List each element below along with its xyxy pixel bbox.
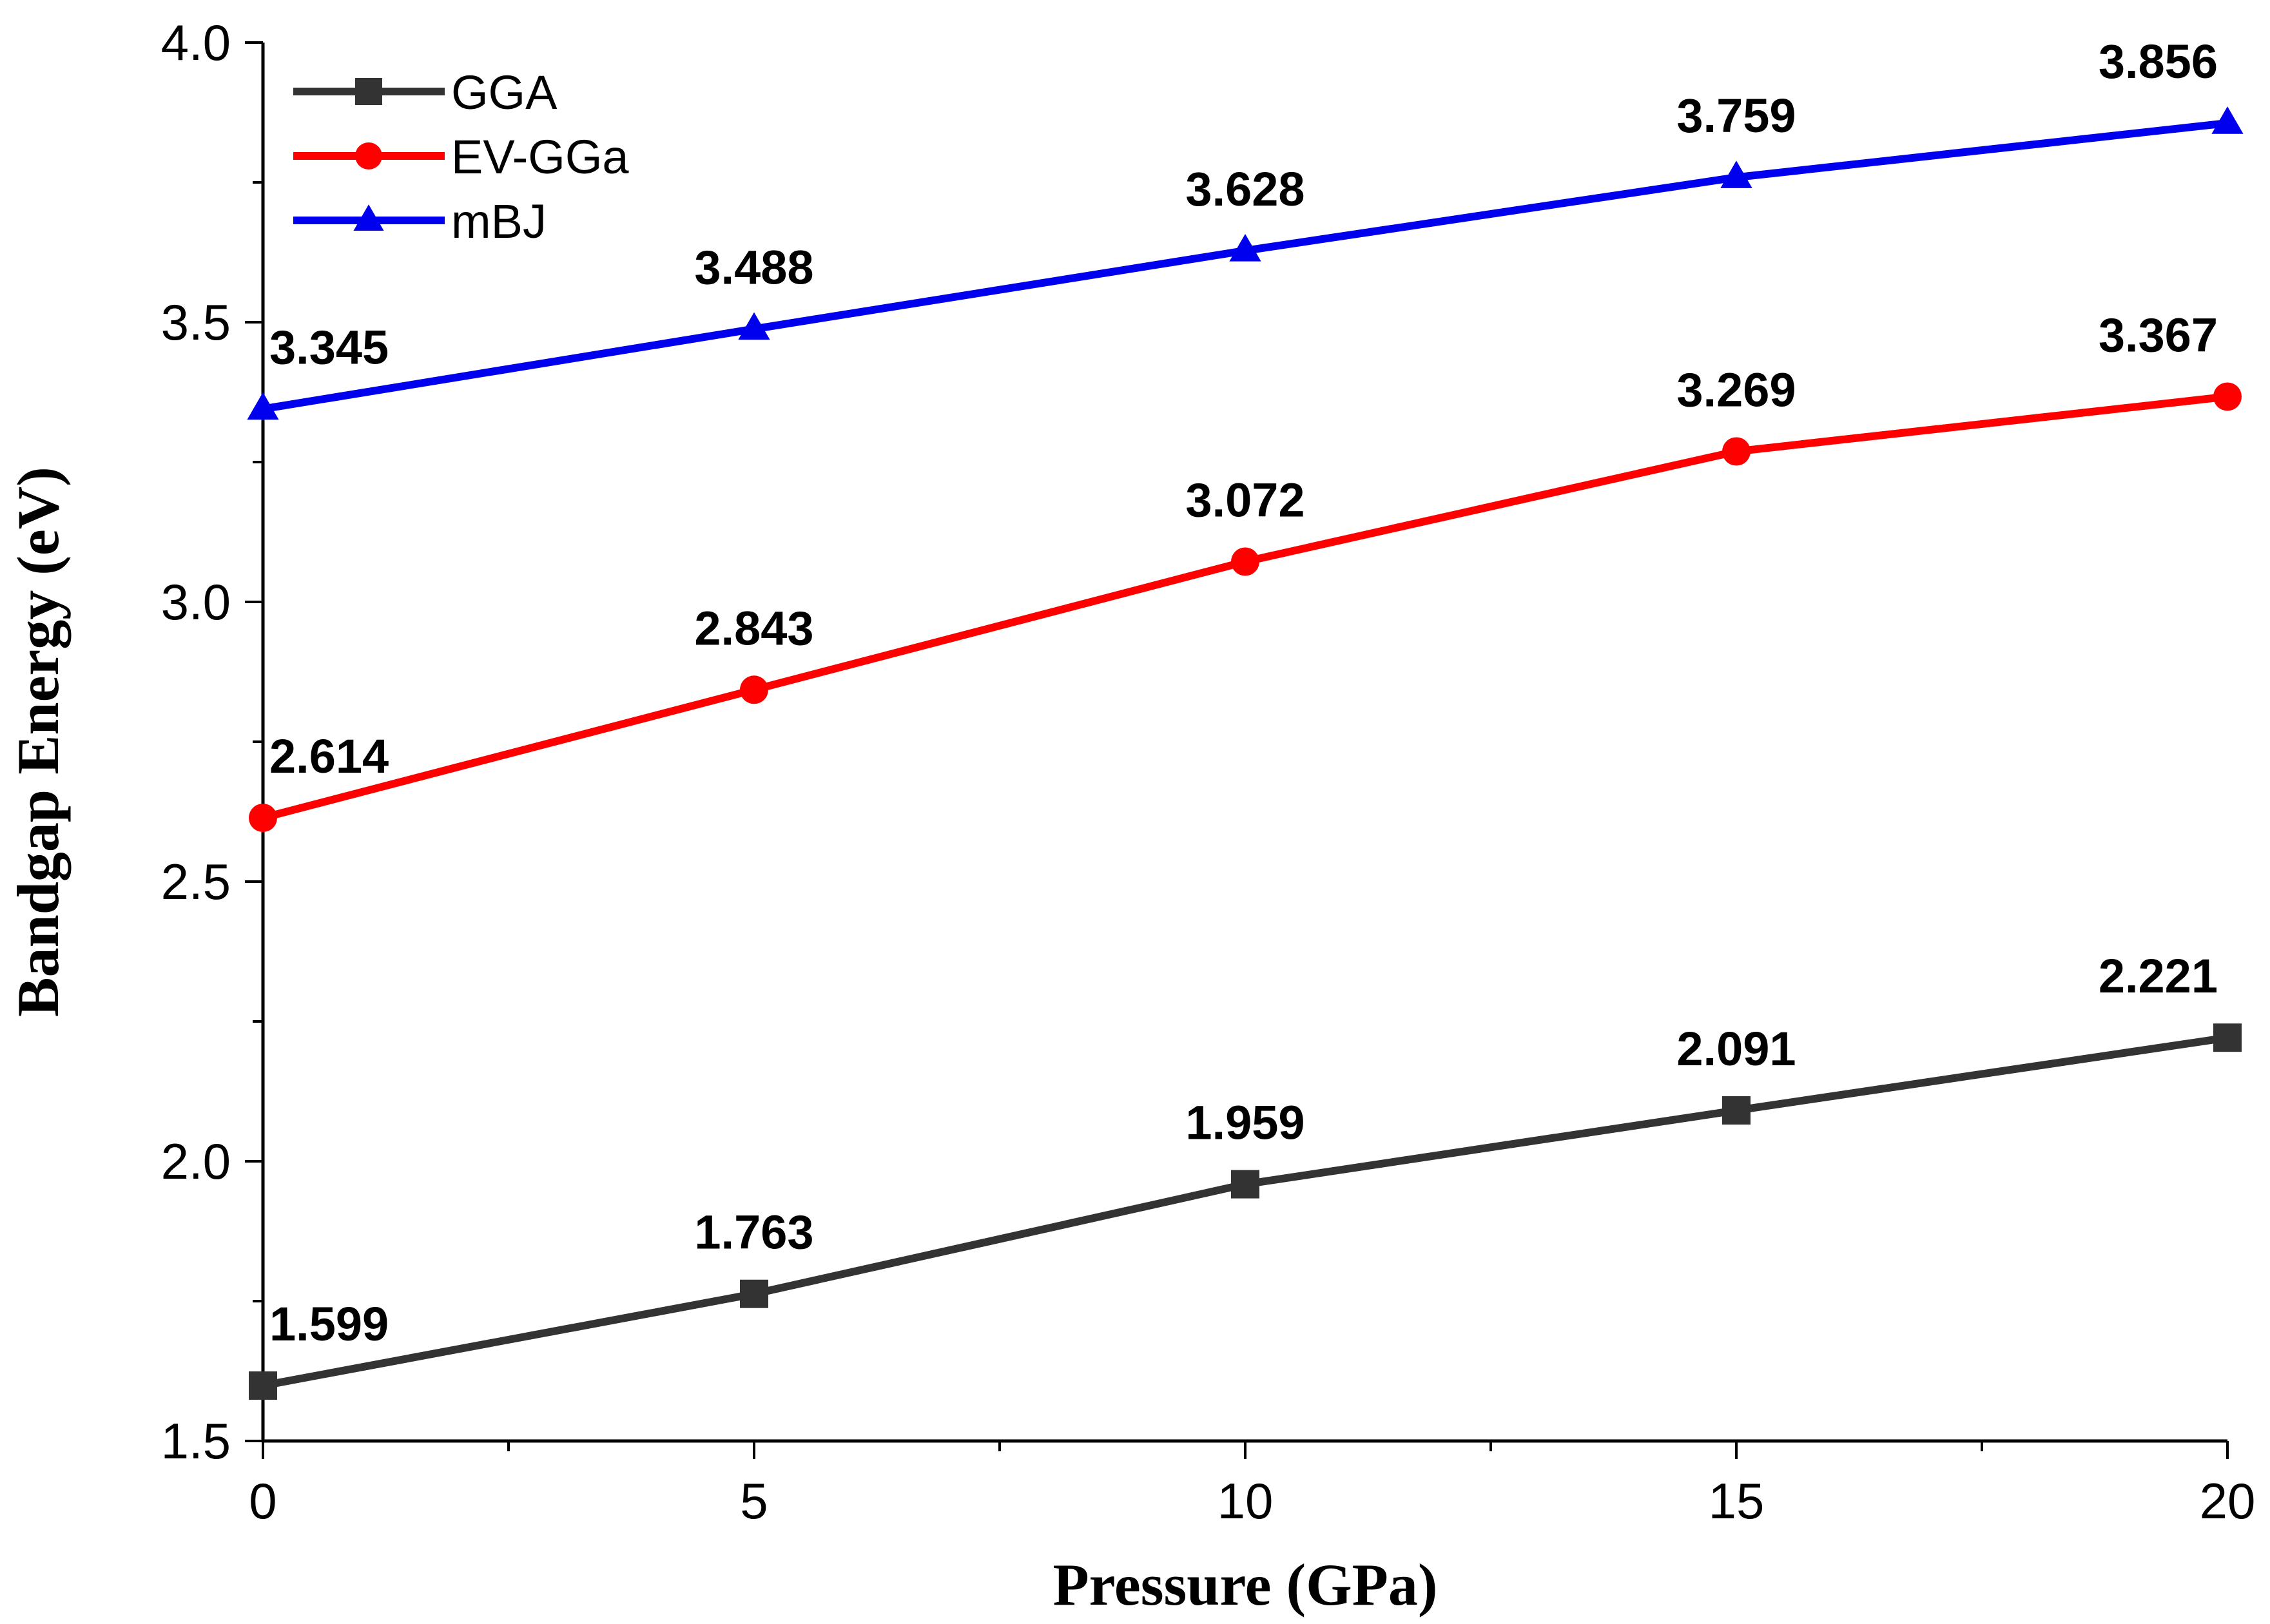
data-point-gga — [1722, 1096, 1751, 1125]
x-tick-label: 5 — [740, 1473, 768, 1529]
data-point-gga — [249, 1371, 277, 1400]
y-axis-title: Bandgap Energy (eV) — [5, 467, 71, 1017]
data-label-gga: 2.091 — [1676, 1022, 1796, 1076]
data-label-gga: 2.221 — [2099, 949, 2218, 1003]
data-label-mbj: 3.345 — [269, 321, 389, 374]
series-mbj — [247, 106, 2244, 420]
data-point-mbj — [1229, 233, 1261, 262]
x-tick-label: 15 — [1709, 1473, 1765, 1529]
axes-layer: 0 5 10 15 20 1.5 2.0 2.5 3.0 3.5 4.0 — [161, 14, 2256, 1529]
y-tick-label: 1.5 — [161, 1413, 231, 1469]
data-label-ev-gga: 2.614 — [269, 730, 389, 783]
legend: GGA EV-GGa mBJ — [293, 66, 629, 248]
legend-marker-gga — [355, 78, 382, 105]
data-label-gga: 1.959 — [1185, 1096, 1305, 1150]
data-point-mbj — [247, 392, 279, 420]
x-axis-title: Pressure (GPa) — [1053, 1552, 1437, 1618]
legend-item-gga: GGA — [293, 66, 558, 119]
series-layer — [247, 106, 2244, 1400]
data-label-ev-gga: 3.367 — [2099, 308, 2218, 362]
data-point-ev-gga — [249, 804, 277, 833]
data-point-mbj — [1720, 160, 1752, 188]
series-ev-gga — [249, 382, 2242, 833]
data-point-ev-gga — [2213, 382, 2242, 411]
legend-item-mbj: mBJ — [293, 195, 547, 248]
legend-item-ev-gga: EV-GGa — [293, 130, 629, 184]
x-tick-label: 20 — [2200, 1473, 2256, 1529]
data-point-ev-gga — [740, 675, 768, 704]
data-point-gga — [1231, 1170, 1259, 1199]
data-label-mbj: 3.488 — [694, 240, 813, 294]
x-tick-label: 10 — [1217, 1473, 1274, 1529]
data-label-mbj: 3.628 — [1185, 162, 1305, 216]
data-point-ev-gga — [1231, 547, 1259, 576]
y-tick-label: 3.5 — [161, 294, 231, 351]
y-tick-label: 4.0 — [161, 14, 231, 71]
data-point-mbj — [2211, 106, 2244, 134]
series-line-ev-gga — [262, 392, 2228, 822]
legend-label-mbj: mBJ — [451, 195, 547, 248]
data-label-ev-gga: 2.843 — [694, 601, 813, 655]
data-point-ev-gga — [1722, 437, 1751, 466]
y-tick-label: 2.5 — [161, 853, 231, 910]
series-gga — [249, 1023, 2242, 1400]
data-label-mbj: 3.856 — [2099, 35, 2218, 88]
data-labels-layer: 1.599 1.763 1.959 2.091 2.221 2.614 2.843 3.072… — [269, 35, 2218, 1351]
x-tick-label: 0 — [249, 1473, 276, 1529]
legend-marker-ev-gga — [355, 142, 382, 169]
y-tick-label: 3.0 — [161, 574, 231, 630]
data-label-ev-gga: 3.269 — [1676, 363, 1796, 417]
legend-label-ev-gga: EV-GGa — [451, 130, 629, 184]
data-point-gga — [2213, 1023, 2242, 1052]
series-line-gga — [262, 1034, 2228, 1389]
data-label-gga: 1.763 — [694, 1206, 813, 1259]
legend-marker-mbj — [353, 204, 384, 231]
legend-label-gga: GGA — [451, 66, 558, 119]
data-point-mbj — [738, 312, 770, 340]
data-label-ev-gga: 3.072 — [1185, 474, 1305, 527]
data-label-mbj: 3.759 — [1676, 89, 1796, 142]
data-label-gga: 1.599 — [269, 1297, 389, 1351]
y-tick-label: 2.0 — [161, 1133, 231, 1190]
data-point-gga — [740, 1279, 768, 1308]
